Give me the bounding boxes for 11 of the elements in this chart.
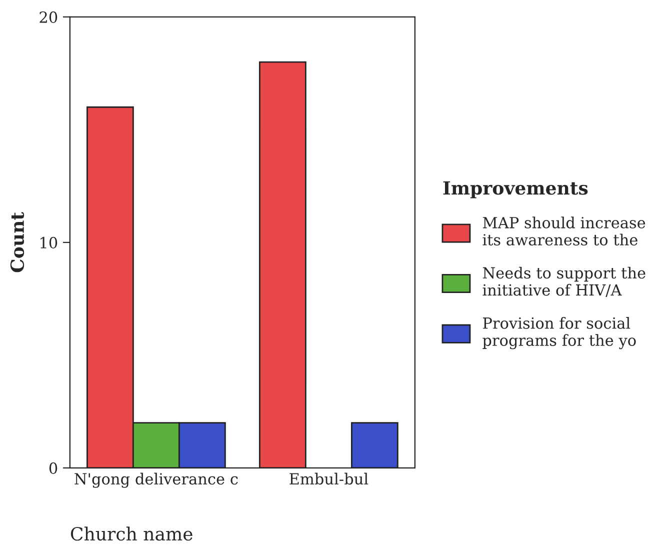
x-axis-title: Church name — [70, 526, 192, 541]
legend-label: MAP should increase its awareness to the — [482, 216, 646, 246]
x-tick-label: Embul-bul — [290, 472, 368, 485]
y-tick-label: 20 — [40, 11, 58, 23]
y-axis-title: Count — [10, 212, 24, 272]
legend-label: Provision for social programs for the yo — [482, 317, 636, 350]
legend-title: Improvements — [443, 181, 588, 198]
y-tick-label: 0 — [49, 462, 58, 474]
legend-label: Needs to support the initiative of HIV/A — [482, 266, 646, 297]
y-tick-label: 10 — [40, 236, 58, 248]
x-tick-label: N'gong deliverance c — [74, 472, 238, 488]
